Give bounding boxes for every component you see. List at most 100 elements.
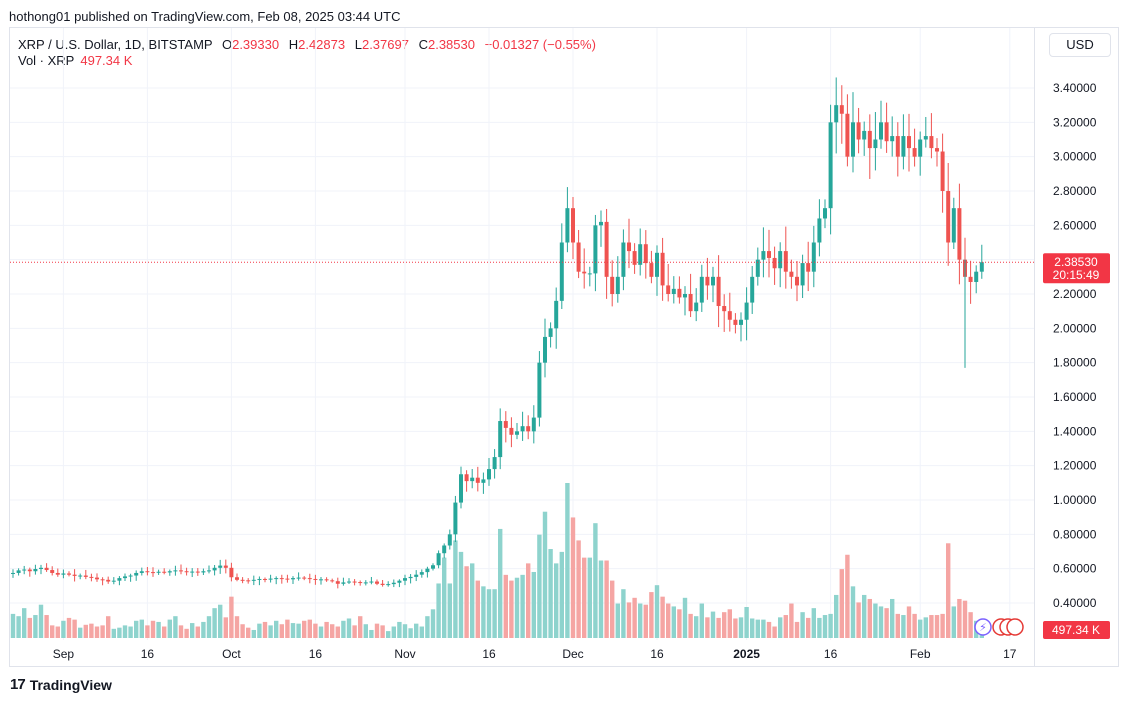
candle-body	[363, 582, 368, 584]
candle-body	[733, 319, 738, 325]
symbol-label[interactable]: XRP / U.S. Dollar, 1D, BITSTAMP	[18, 37, 213, 52]
candle-body	[498, 421, 503, 458]
tradingview-logo[interactable]: 17 TradingView	[10, 676, 112, 693]
x-tick-label: 2025	[733, 647, 760, 661]
last-volume-badge	[1043, 621, 1110, 639]
volume-bar	[190, 623, 195, 638]
volume-bar	[296, 623, 301, 638]
candle-body	[638, 244, 643, 265]
candle-body	[576, 242, 581, 272]
candle-body	[571, 208, 575, 243]
candle-body	[655, 252, 659, 277]
volume-bar	[817, 617, 822, 638]
candle-body	[526, 426, 531, 432]
volume-bar	[22, 608, 27, 638]
candle-body	[89, 576, 94, 578]
volume-bar	[794, 621, 800, 638]
candle-body	[347, 581, 351, 583]
volume-bar	[783, 615, 788, 638]
candle-body	[632, 251, 637, 265]
candle-body	[50, 570, 55, 573]
y-tick-label: 0.40000	[1053, 596, 1097, 610]
candle-body	[767, 251, 771, 258]
y-tick-label: 1.20000	[1053, 459, 1097, 473]
candle-body	[660, 252, 665, 286]
y-tick-label: 2.80000	[1053, 184, 1097, 198]
candle-body	[520, 426, 525, 432]
candle-body	[162, 571, 167, 573]
volume-bar	[111, 628, 116, 638]
volume-bar	[850, 586, 856, 638]
volume-bar	[341, 620, 346, 638]
candle-body	[475, 477, 480, 483]
volume-label[interactable]: Vol · XRP	[18, 53, 75, 68]
close-label: C	[418, 37, 428, 52]
candle-body	[565, 208, 570, 243]
y-tick-label: 3.40000	[1053, 81, 1097, 95]
volume-bar	[531, 571, 536, 638]
volume-bar	[559, 551, 564, 638]
volume-bar	[548, 549, 553, 638]
volume-bar	[436, 583, 441, 638]
volume-bar	[318, 626, 324, 638]
candle-body	[330, 580, 335, 582]
volume-bar	[918, 619, 923, 638]
volume-bar	[419, 626, 424, 638]
volume-bar	[694, 616, 699, 638]
candle-body	[643, 244, 648, 264]
volume-bar	[212, 608, 217, 638]
candle-body	[587, 273, 592, 275]
candle-body	[22, 569, 27, 571]
open-label: O	[221, 37, 233, 52]
candle-body	[223, 565, 228, 568]
volume-bar	[257, 623, 262, 638]
volume-bar	[72, 619, 77, 638]
candle-body	[83, 575, 88, 577]
volume-bar	[744, 607, 749, 638]
volume-bar	[615, 603, 620, 638]
candle-body	[352, 581, 357, 583]
volume-bar	[570, 517, 576, 638]
volume-bar	[89, 623, 94, 638]
candle-body	[190, 571, 195, 573]
volume-bar	[55, 626, 60, 638]
volume-bar	[598, 560, 604, 638]
volume-bar	[750, 618, 755, 638]
x-tick-label: Nov	[394, 647, 415, 661]
candle-body	[716, 276, 721, 307]
candle-body	[464, 474, 469, 482]
candle-body	[755, 259, 760, 277]
x-tick-label: 17	[1003, 647, 1017, 661]
volume-bar	[610, 580, 615, 638]
volume-bar	[666, 603, 671, 638]
volume-bar	[358, 616, 363, 638]
volume-bar	[290, 623, 296, 638]
candle-body	[705, 276, 710, 286]
y-tick-label: 1.00000	[1053, 493, 1097, 507]
candle-body	[313, 578, 318, 580]
candle-body	[268, 578, 273, 580]
candle-body	[335, 581, 340, 584]
price-axis[interactable]	[1034, 27, 1119, 667]
currency-button[interactable]: USD	[1049, 33, 1111, 57]
volume-bar	[671, 606, 676, 638]
candle-body	[935, 148, 939, 152]
volume-bar	[128, 626, 133, 638]
candle-body	[559, 242, 564, 301]
volume-bar	[61, 620, 66, 638]
volume-bar	[486, 589, 492, 638]
y-tick-label: 1.80000	[1053, 356, 1097, 370]
volume-bar	[593, 523, 598, 638]
candle-body	[487, 469, 491, 480]
chart-pane[interactable]	[9, 27, 1035, 667]
candle-body	[111, 580, 116, 582]
candle-body	[279, 578, 284, 580]
volume-bar	[772, 626, 777, 638]
candle-body	[649, 263, 654, 277]
candle-body	[251, 579, 256, 581]
candle-body	[307, 578, 312, 580]
volume-bar	[509, 580, 514, 638]
candle-body	[492, 457, 497, 470]
candle-body	[397, 580, 402, 583]
candle-body	[968, 276, 973, 282]
